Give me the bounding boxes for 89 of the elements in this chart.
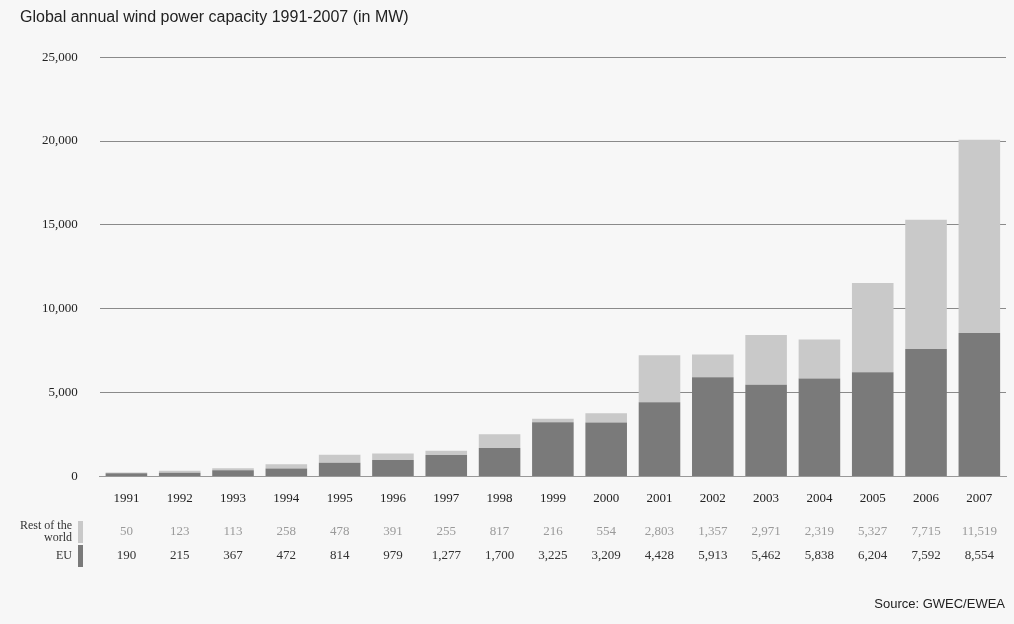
bar (478, 447, 521, 476)
bar (905, 219, 947, 350)
x-tick-label: 2004 (806, 489, 833, 505)
data-label: 554 (596, 523, 617, 539)
bar (478, 434, 521, 448)
y-tick-label: 20,000 (42, 132, 78, 148)
data-label: 7,715 (911, 523, 941, 539)
data-label: 1,357 (698, 523, 728, 539)
x-tick-label: 1999 (539, 489, 566, 505)
data-label: 4,428 (644, 547, 675, 563)
x-tick-label: 2001 (646, 489, 673, 505)
data-label: 367 (223, 547, 244, 563)
data-label: 215 (169, 547, 190, 563)
bar (851, 283, 894, 373)
y-tick-label: 5,000 (48, 383, 78, 399)
data-label: 2,803 (644, 523, 675, 539)
x-tick-label: 2007 (966, 489, 993, 505)
legend-label: Rest of the world (20, 518, 72, 545)
bar (692, 354, 734, 378)
x-tick-label: 1994 (273, 489, 300, 505)
data-label: 814 (329, 547, 350, 563)
bar (638, 402, 681, 476)
data-label: 817 (489, 523, 510, 539)
bar (798, 339, 841, 379)
bar (692, 377, 734, 476)
data-label: 50 (119, 523, 133, 539)
bar (585, 422, 627, 476)
bar (425, 454, 468, 476)
data-label: 1,277 (431, 547, 462, 563)
x-tick-label: 1995 (326, 489, 353, 505)
data-label: 190 (116, 547, 137, 563)
bar (958, 139, 1001, 333)
bar (745, 384, 787, 476)
y-tick-label: 10,000 (42, 300, 78, 316)
data-label: 8,554 (964, 547, 995, 563)
data-label: 123 (169, 523, 190, 539)
data-label: 2,319 (804, 523, 835, 539)
data-label: 5,327 (858, 523, 888, 539)
bar (265, 464, 308, 469)
x-tick-label: 1996 (379, 489, 407, 505)
data-label: 113 (223, 523, 243, 539)
bar (798, 378, 841, 476)
bar (585, 413, 627, 423)
bar (638, 355, 681, 403)
data-label: 1,700 (484, 547, 515, 563)
source-note: Source: GWEC/EWEA (874, 595, 1006, 611)
bar (318, 454, 361, 463)
data-label: 2,971 (751, 523, 781, 539)
data-label: 6,204 (858, 547, 888, 563)
x-tick-label: 2002 (699, 489, 726, 505)
x-tick-label: 1993 (220, 489, 247, 505)
bar (372, 459, 414, 476)
y-tick-label: 25,000 (42, 48, 78, 64)
data-label: 255 (436, 523, 457, 539)
bar (905, 349, 947, 476)
bar (958, 332, 1001, 476)
y-tick-label: 15,000 (42, 216, 78, 232)
bar (851, 372, 894, 476)
bar (425, 450, 468, 455)
chart-title: Global annual wind power capacity 1991-2007 (in MW) (20, 8, 409, 26)
data-label: 3,209 (591, 547, 621, 563)
x-tick-label: 2006 (913, 489, 940, 505)
data-label: 472 (276, 547, 297, 563)
y-tick-label: 0 (71, 467, 78, 483)
data-label: 5,462 (751, 547, 781, 563)
bar (212, 470, 254, 476)
bar (745, 335, 787, 385)
data-label: 216 (543, 523, 564, 539)
data-label: 5,913 (698, 547, 728, 563)
data-label: 391 (383, 523, 403, 539)
data-label: 11,519 (961, 523, 997, 539)
data-label: 258 (276, 523, 297, 539)
x-tick-label: 1998 (486, 489, 513, 505)
bar (372, 453, 414, 460)
bar (265, 468, 308, 476)
data-label: 5,838 (804, 547, 835, 563)
legend-label: EU (56, 548, 73, 563)
x-tick-label: 1992 (166, 489, 193, 505)
data-label: 3,225 (538, 547, 568, 563)
x-tick-label: 2005 (859, 489, 886, 505)
x-tick-label: 1991 (113, 489, 140, 505)
data-label: 979 (383, 547, 403, 563)
data-label: 478 (329, 523, 350, 539)
data-label: 7,592 (911, 547, 941, 563)
x-tick-label: 2000 (593, 489, 620, 505)
bar (532, 422, 574, 476)
x-tick-label: 1997 (433, 489, 460, 505)
bar (318, 462, 361, 476)
x-tick-label: 2003 (753, 489, 780, 505)
